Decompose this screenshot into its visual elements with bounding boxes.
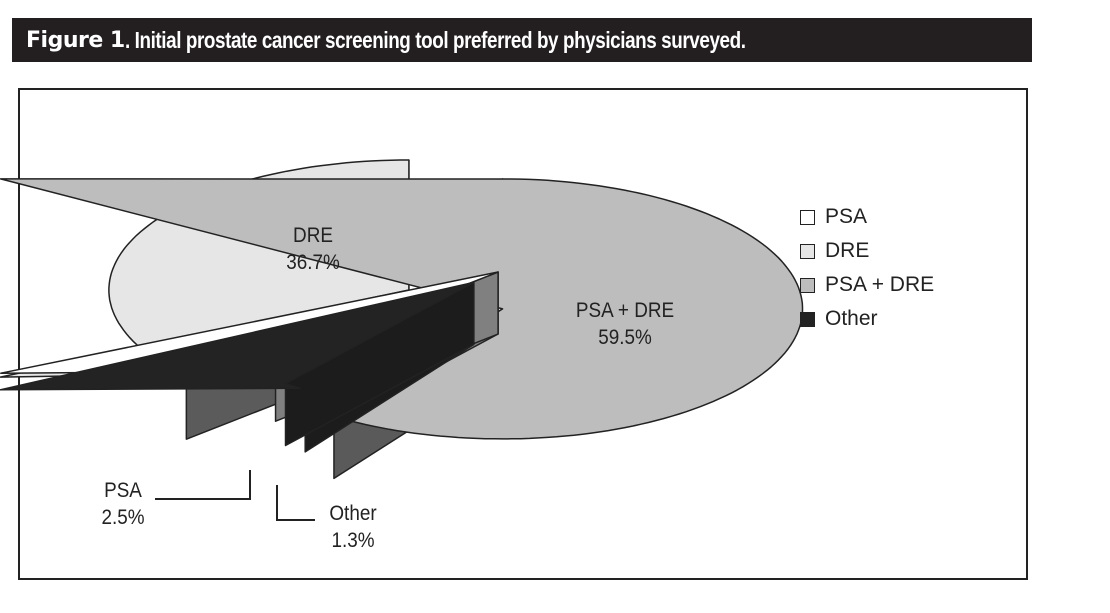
label-psa-dre: PSA + DRE 59.5%	[562, 297, 688, 351]
legend-label: PSA	[825, 205, 868, 228]
label-psa-value: 2.5%	[101, 506, 145, 529]
figure-label: Figure 1	[26, 27, 125, 53]
leader-line-other	[276, 485, 315, 521]
figure-title: . Initial prostate cancer screening tool…	[124, 26, 746, 53]
figure-title-bar: Figure 1. Initial prostate cancer screen…	[12, 18, 1032, 62]
label-dre-value: 36.7%	[286, 251, 340, 274]
label-psa-dre-value: 59.5%	[598, 326, 652, 349]
legend-label: PSA + DRE	[825, 273, 935, 296]
label-psa-dre-name: PSA + DRE	[575, 299, 675, 322]
legend-swatch	[800, 277, 815, 293]
label-other-value: 1.3%	[331, 529, 375, 552]
chart-frame	[18, 88, 1028, 580]
legend-item: DRE	[800, 234, 934, 268]
leader-line-psa	[155, 470, 251, 500]
legend-item: Other	[800, 302, 934, 336]
label-dre: DRE 36.7%	[264, 222, 363, 276]
legend-swatch	[800, 243, 815, 259]
slice-top	[0, 178, 804, 440]
legend: PSA DRE PSA + DRE Other	[800, 200, 934, 336]
legend-label: Other	[825, 307, 878, 330]
slice-top	[0, 281, 475, 391]
legend-item: PSA	[800, 200, 934, 234]
label-other: Other 1.3%	[322, 500, 385, 554]
label-other-name: Other	[329, 502, 377, 525]
legend-swatch	[800, 311, 815, 327]
pie-slice-other	[0, 281, 475, 453]
legend-item: PSA + DRE	[800, 268, 934, 302]
label-psa: PSA 2.5%	[92, 477, 155, 531]
label-psa-name: PSA	[104, 479, 142, 502]
legend-swatch	[800, 209, 815, 225]
label-dre-name: DRE	[293, 224, 333, 247]
legend-label: DRE	[825, 239, 870, 262]
